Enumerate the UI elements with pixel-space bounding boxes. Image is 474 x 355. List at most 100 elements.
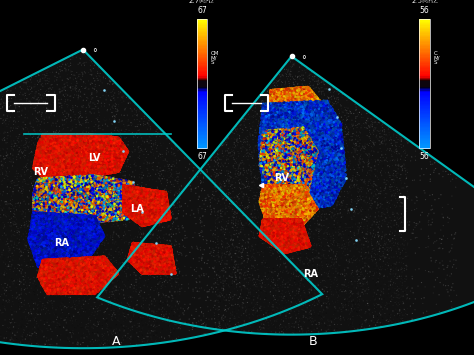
Point	[284, 192, 292, 198]
Point	[113, 158, 121, 163]
Point	[57, 143, 65, 148]
Point	[299, 183, 307, 189]
Point	[33, 250, 41, 256]
Point	[60, 261, 68, 267]
Point	[91, 229, 99, 235]
Point	[94, 276, 101, 282]
Point	[85, 162, 93, 168]
Point	[101, 261, 109, 266]
Point	[286, 102, 294, 107]
Point	[122, 253, 129, 259]
Point	[301, 214, 309, 219]
Point	[259, 222, 267, 228]
Point	[261, 108, 268, 114]
Point	[71, 339, 78, 344]
Point	[128, 198, 136, 204]
Point	[283, 242, 291, 247]
Point	[96, 190, 103, 195]
Point	[168, 266, 176, 272]
Point	[295, 159, 302, 165]
Point	[98, 159, 106, 164]
Point	[77, 256, 85, 262]
Point	[40, 156, 47, 162]
Point	[109, 151, 117, 156]
Point	[49, 256, 57, 262]
Point	[102, 157, 109, 162]
Point	[323, 122, 330, 127]
Point	[47, 186, 55, 191]
Point	[47, 211, 55, 217]
Point	[168, 257, 175, 262]
Point	[297, 106, 305, 111]
Point	[47, 219, 55, 225]
Point	[78, 278, 86, 284]
Point	[269, 164, 276, 170]
Point	[79, 277, 86, 283]
Point	[281, 214, 288, 220]
Point	[98, 137, 106, 142]
Point	[264, 147, 272, 152]
Point	[50, 149, 57, 154]
Point	[282, 117, 289, 123]
Point	[313, 110, 320, 116]
Point	[284, 99, 292, 105]
Point	[294, 223, 301, 228]
Point	[109, 159, 116, 165]
Point	[0, 331, 2, 337]
Point	[118, 143, 126, 149]
Point	[306, 197, 314, 202]
Point	[97, 166, 104, 171]
Point	[96, 156, 104, 162]
Point	[296, 141, 303, 147]
Point	[275, 242, 283, 248]
Point	[38, 136, 46, 141]
Point	[306, 165, 313, 171]
Point	[59, 136, 67, 142]
Point	[124, 208, 131, 214]
Point	[139, 243, 146, 249]
Point	[297, 238, 304, 244]
Point	[146, 220, 154, 226]
Point	[128, 254, 136, 260]
Point	[128, 253, 135, 259]
Point	[79, 144, 86, 149]
Point	[137, 199, 145, 205]
Point	[60, 231, 67, 237]
Point	[86, 148, 94, 154]
Point	[100, 250, 107, 255]
Point	[302, 91, 310, 96]
Point	[46, 222, 54, 228]
Point	[274, 232, 282, 237]
Point	[81, 147, 88, 152]
Point	[66, 258, 74, 264]
Point	[62, 246, 70, 251]
Point	[265, 176, 273, 181]
Point	[293, 143, 301, 149]
Point	[55, 217, 63, 223]
Point	[301, 315, 309, 321]
Point	[138, 147, 146, 153]
Point	[356, 159, 363, 165]
Point	[73, 216, 81, 222]
Point	[297, 218, 304, 223]
Point	[125, 179, 132, 185]
Point	[71, 218, 78, 223]
Point	[299, 104, 306, 110]
Point	[258, 138, 266, 144]
Point	[89, 255, 97, 261]
Point	[64, 226, 71, 232]
Point	[278, 241, 285, 246]
Point	[289, 177, 296, 182]
Point	[279, 72, 286, 78]
Point	[36, 196, 44, 202]
Point	[76, 264, 84, 269]
Point	[64, 236, 72, 241]
Point	[61, 191, 69, 197]
Point	[291, 219, 298, 224]
Point	[296, 231, 304, 237]
Point	[152, 260, 160, 266]
Point	[274, 163, 282, 169]
Point	[276, 114, 284, 119]
Point	[107, 154, 114, 159]
Point	[95, 181, 102, 187]
